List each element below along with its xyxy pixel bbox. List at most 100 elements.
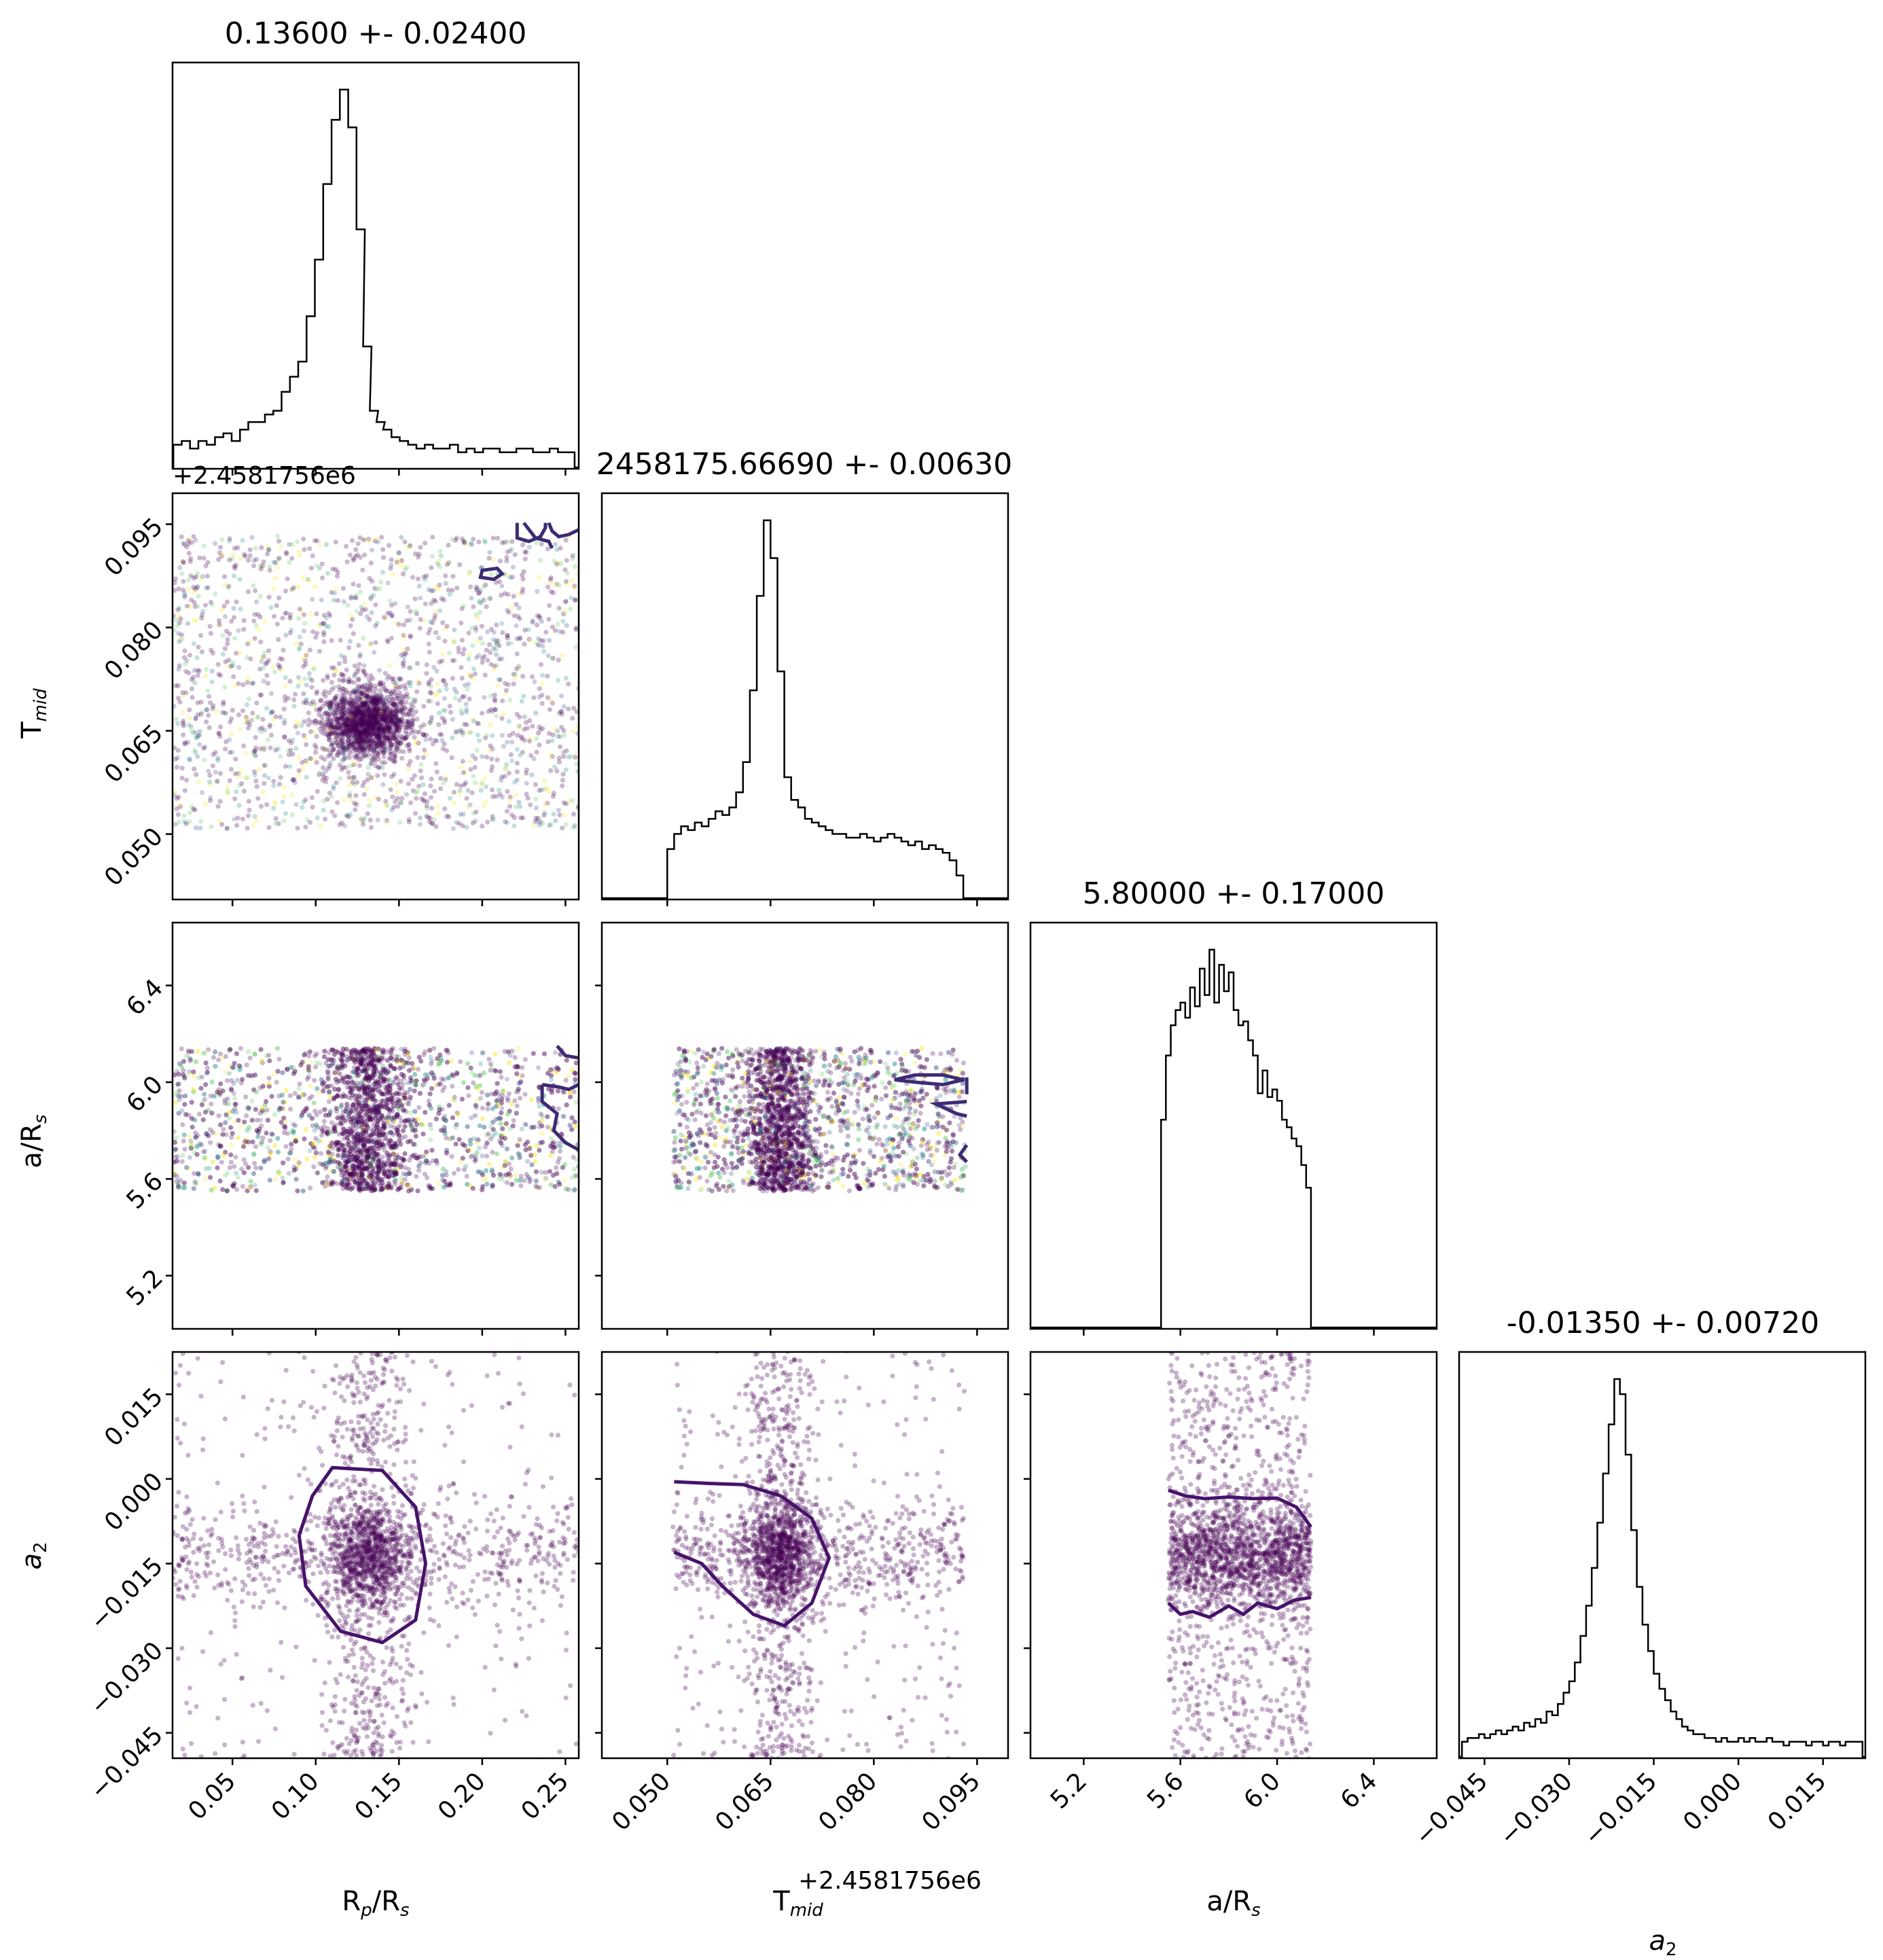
scatter-point <box>404 711 409 717</box>
scatter-point <box>361 700 367 705</box>
scatter-point <box>357 696 362 702</box>
scatter-point <box>359 756 364 762</box>
scatter-point <box>359 817 364 823</box>
scatter-point <box>374 719 379 724</box>
scatter-point <box>339 716 344 721</box>
scatter-point <box>344 717 351 723</box>
scatter-point <box>339 722 344 728</box>
scatter-point <box>253 753 258 758</box>
scatter-point <box>391 705 396 711</box>
scatter-point <box>319 723 325 728</box>
scatter-point <box>336 720 341 726</box>
scatter-point <box>361 668 366 673</box>
scatter-point <box>326 690 332 696</box>
scatter-point <box>560 611 567 617</box>
scatter-point <box>536 643 541 648</box>
scatter-point <box>520 573 525 578</box>
scatter-point <box>185 722 191 728</box>
scatter-point <box>516 725 522 730</box>
scatter-point <box>372 712 378 717</box>
scatter-point <box>415 755 420 760</box>
scatter-point <box>365 777 370 783</box>
scatter-point <box>308 1186 313 1191</box>
scatter-point <box>365 709 371 715</box>
scatter-point <box>320 704 325 709</box>
scatter-point <box>221 702 226 707</box>
scatter-point <box>271 560 276 565</box>
scatter-point <box>372 683 378 689</box>
scatter-point <box>357 709 363 714</box>
scatter-point <box>271 779 276 784</box>
scatter-point <box>496 638 501 643</box>
scatter-point <box>301 700 306 705</box>
scatter-point <box>381 702 387 707</box>
scatter-point <box>383 798 389 804</box>
scatter-point <box>222 614 228 620</box>
scatter-point <box>371 726 376 732</box>
scatter-point <box>363 673 369 679</box>
scatter-point <box>190 730 196 736</box>
scatter-point <box>311 1164 317 1170</box>
scatter-point <box>361 727 366 732</box>
scatter-point <box>323 694 328 699</box>
scatter-point <box>367 798 372 803</box>
scatter-point <box>435 558 442 564</box>
scatter-point <box>370 709 376 715</box>
scatter-point <box>340 743 345 749</box>
scatter-point <box>343 745 348 751</box>
scatter-point <box>393 728 398 734</box>
scatter-point <box>437 688 442 694</box>
scatter-point <box>199 649 204 655</box>
scatter-point <box>349 777 355 782</box>
scatter-point <box>463 541 469 546</box>
scatter-point <box>367 617 372 622</box>
scatter-point <box>514 602 519 607</box>
scatter-point <box>566 681 571 687</box>
scatter-point <box>385 639 391 645</box>
scatter-point <box>365 765 371 770</box>
scatter-point <box>289 541 295 548</box>
scatter-point <box>323 541 329 548</box>
scatter-point <box>429 565 434 571</box>
scatter-point <box>192 600 197 605</box>
scatter-point <box>377 731 383 736</box>
scatter-point <box>347 732 353 738</box>
scatter-point <box>422 747 427 753</box>
scatter-point <box>255 714 261 719</box>
scatter-point <box>531 756 537 762</box>
scatter-point <box>244 716 249 721</box>
scatter-point <box>246 696 252 702</box>
scatter-point <box>286 752 291 758</box>
scatter-point <box>342 727 348 732</box>
scatter-point <box>367 641 373 647</box>
scatter-point <box>358 739 363 745</box>
scatter-point <box>427 690 433 695</box>
scatter-point <box>331 665 337 671</box>
scatter-point <box>459 728 464 733</box>
scatter-point <box>512 675 518 681</box>
scatter-point <box>354 755 359 761</box>
scatter-point <box>361 704 366 709</box>
scatter-point <box>353 732 359 737</box>
scatter-point <box>410 788 416 794</box>
scatter-point <box>283 632 289 638</box>
scatter-point <box>359 717 365 723</box>
scatter-point <box>382 772 387 777</box>
scatter-point <box>393 781 399 787</box>
scatter-point <box>328 704 334 709</box>
scatter-point <box>369 694 374 699</box>
scatter-point <box>374 744 379 749</box>
scatter-point <box>374 700 380 706</box>
scatter-point <box>573 644 579 649</box>
scatter-point <box>365 694 371 699</box>
scatter-point <box>375 709 380 715</box>
scatter-point <box>377 711 383 717</box>
scatter-point <box>359 817 364 822</box>
scatter-point <box>573 625 579 631</box>
scatter-point <box>378 698 384 705</box>
scatter-point <box>361 669 366 675</box>
scatter-point <box>435 810 442 817</box>
scatter-point <box>472 671 478 677</box>
scatter-point <box>408 543 413 548</box>
scatter-point <box>267 564 272 569</box>
